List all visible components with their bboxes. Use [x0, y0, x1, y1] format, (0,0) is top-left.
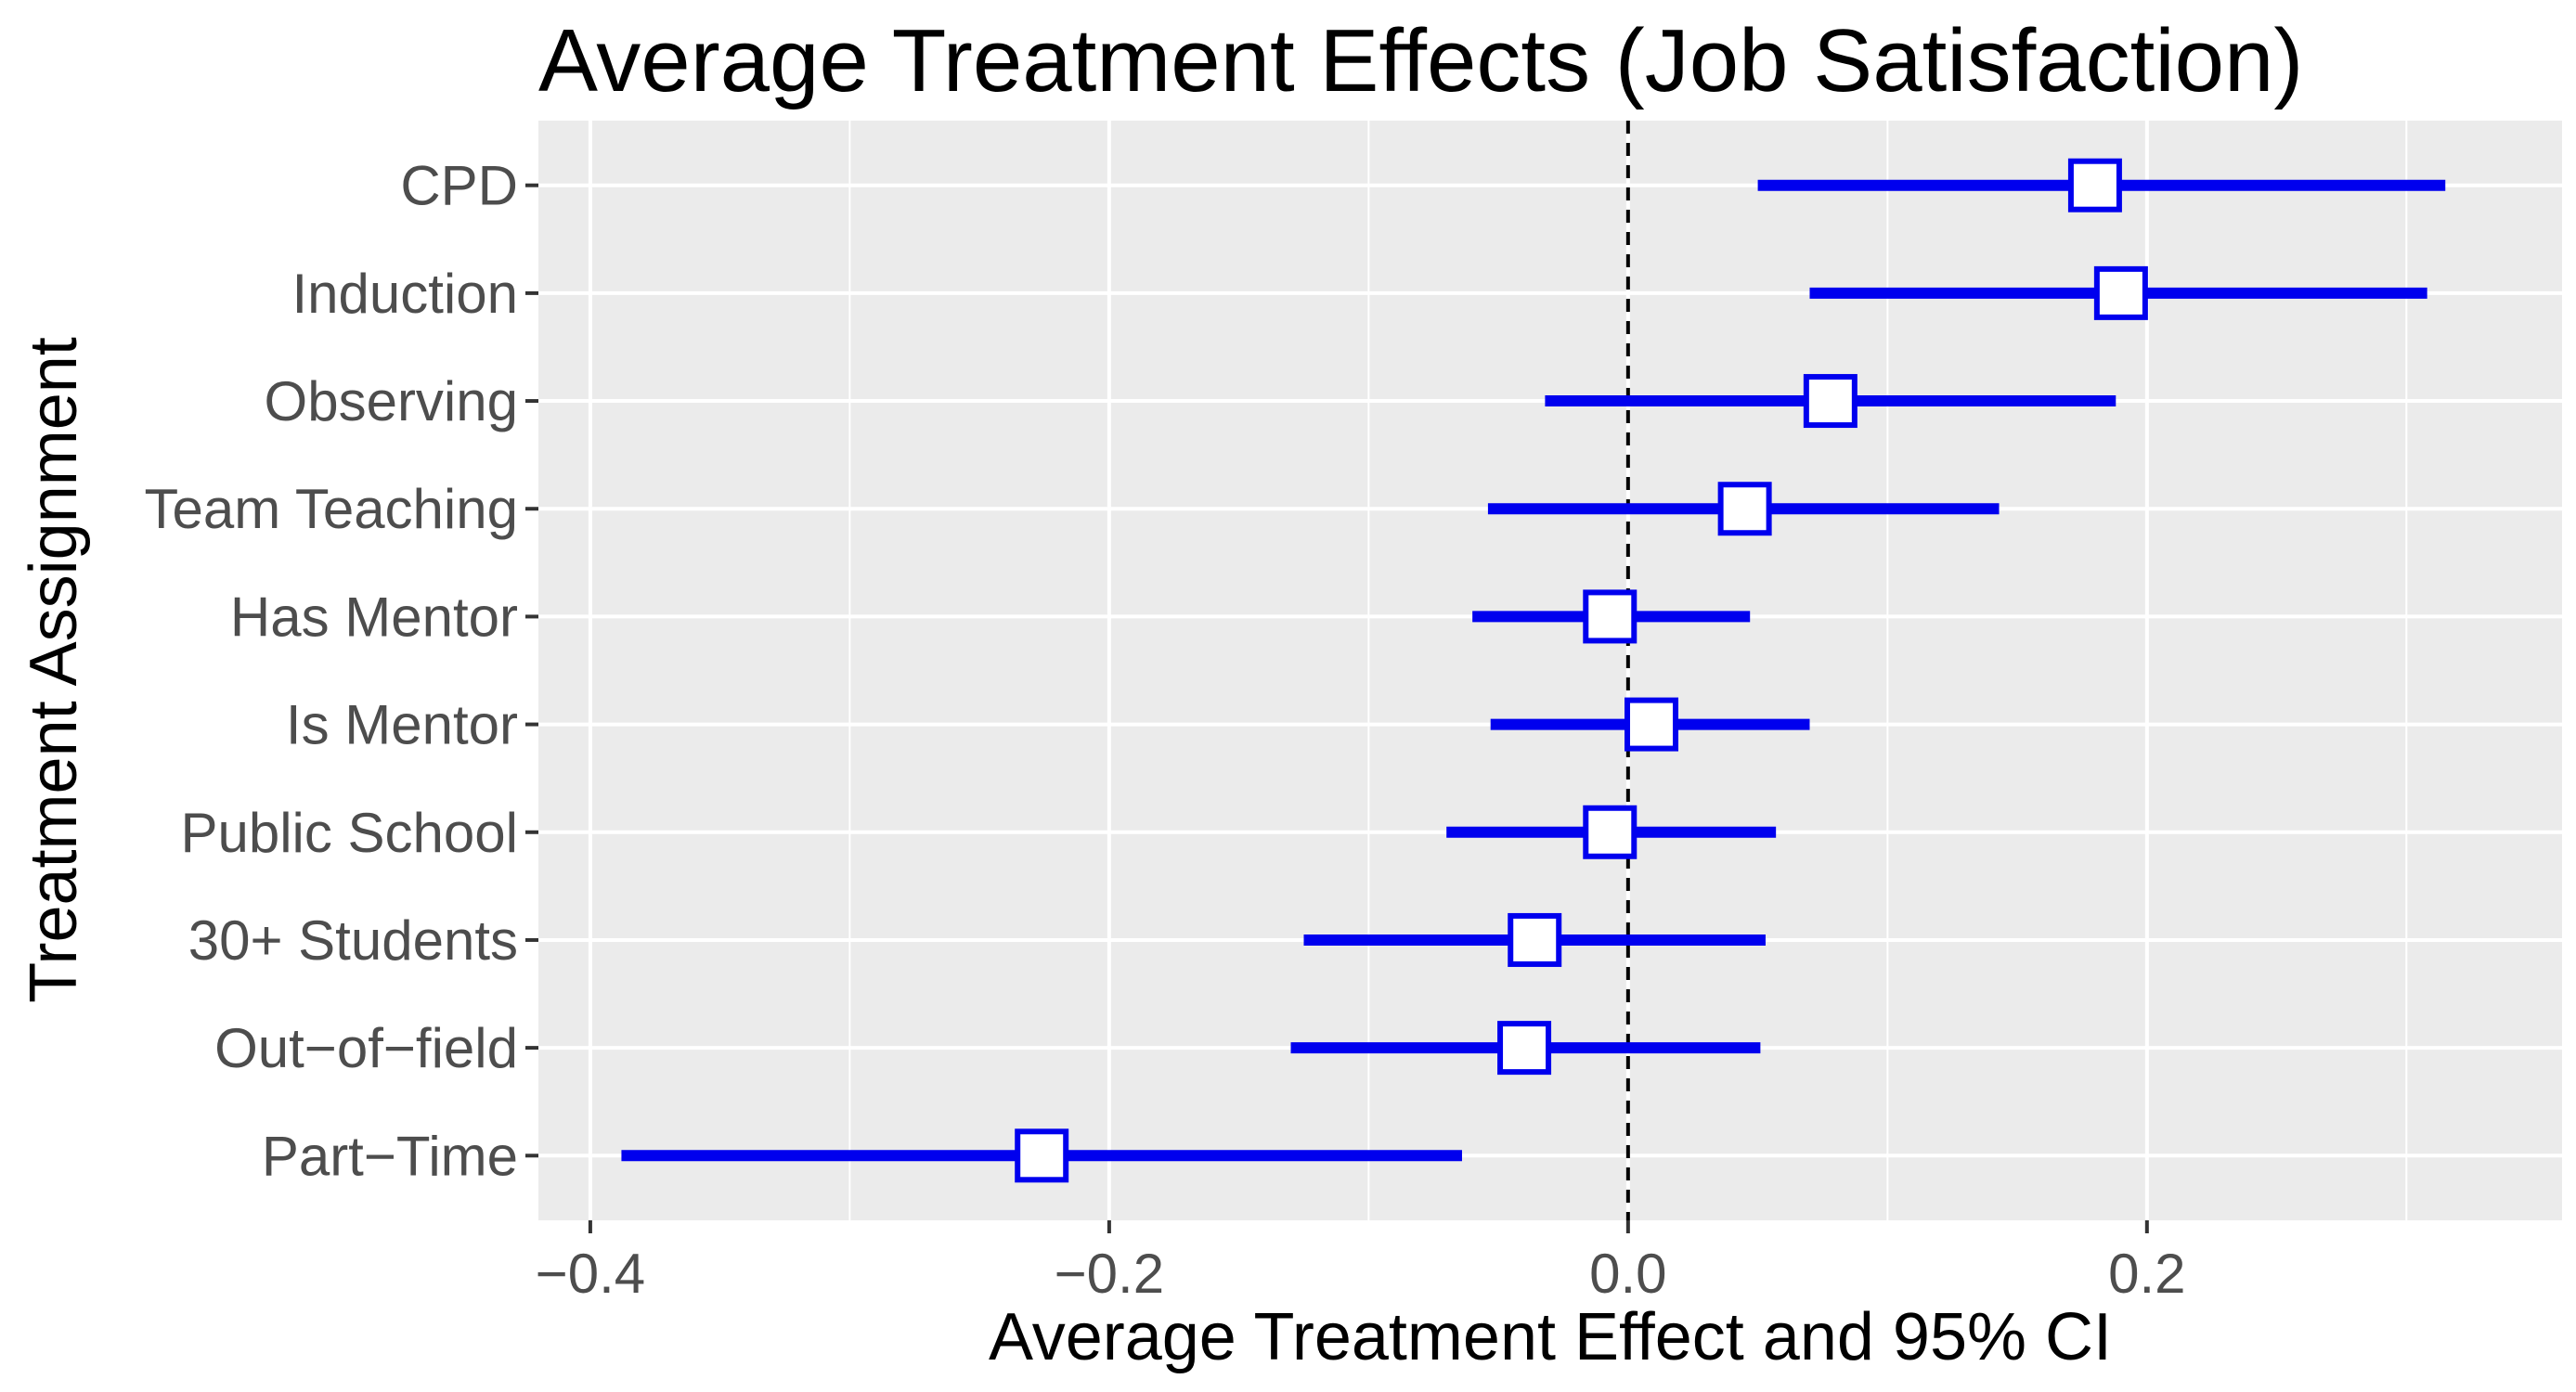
estimate-marker [1803, 374, 1858, 429]
y-tick-label: Has Mentor [230, 586, 518, 648]
x-tick-label: 0.0 [1589, 1243, 1666, 1305]
y-tick-label: Is Mentor [286, 694, 518, 756]
estimate-marker [2093, 265, 2148, 320]
y-tick-label: Part−Time [262, 1125, 518, 1187]
y-tick-label: Induction [291, 263, 518, 325]
x-tick-label: −0.4 [536, 1243, 645, 1305]
estimate-marker [1508, 912, 1562, 967]
y-axis-title: Treatment Assignment [17, 337, 91, 1003]
y-tick-label: Out−of−field [214, 1017, 518, 1079]
y-tick-label: Observing [265, 370, 518, 432]
estimate-marker [1625, 697, 1678, 752]
estimate-marker [2067, 158, 2122, 213]
estimate-marker [1717, 482, 1772, 536]
chart-title: Average Treatment Effects (Job Satisfact… [538, 11, 2303, 110]
data-marks [621, 158, 2446, 1183]
y-tick-label: Team Teaching [145, 478, 518, 540]
estimate-marker [1015, 1128, 1069, 1183]
y-axis: CPD Induction Observing Team Teaching Has Me… [145, 155, 538, 1187]
x-axis: −0.4 −0.2 0.0 0.2 [536, 1220, 2186, 1305]
x-tick-label: 0.2 [2108, 1243, 2185, 1305]
x-tick-label: −0.2 [1055, 1243, 1164, 1305]
estimate-marker [1497, 1021, 1552, 1076]
estimate-marker [1583, 805, 1638, 859]
y-tick-label: 30+ Students [188, 909, 518, 972]
x-axis-title: Average Treatment Effect and 95% CI [989, 1300, 2112, 1374]
y-tick-label: Public School [180, 802, 518, 864]
estimate-marker [1583, 589, 1638, 644]
y-tick-label: CPD [400, 155, 518, 217]
